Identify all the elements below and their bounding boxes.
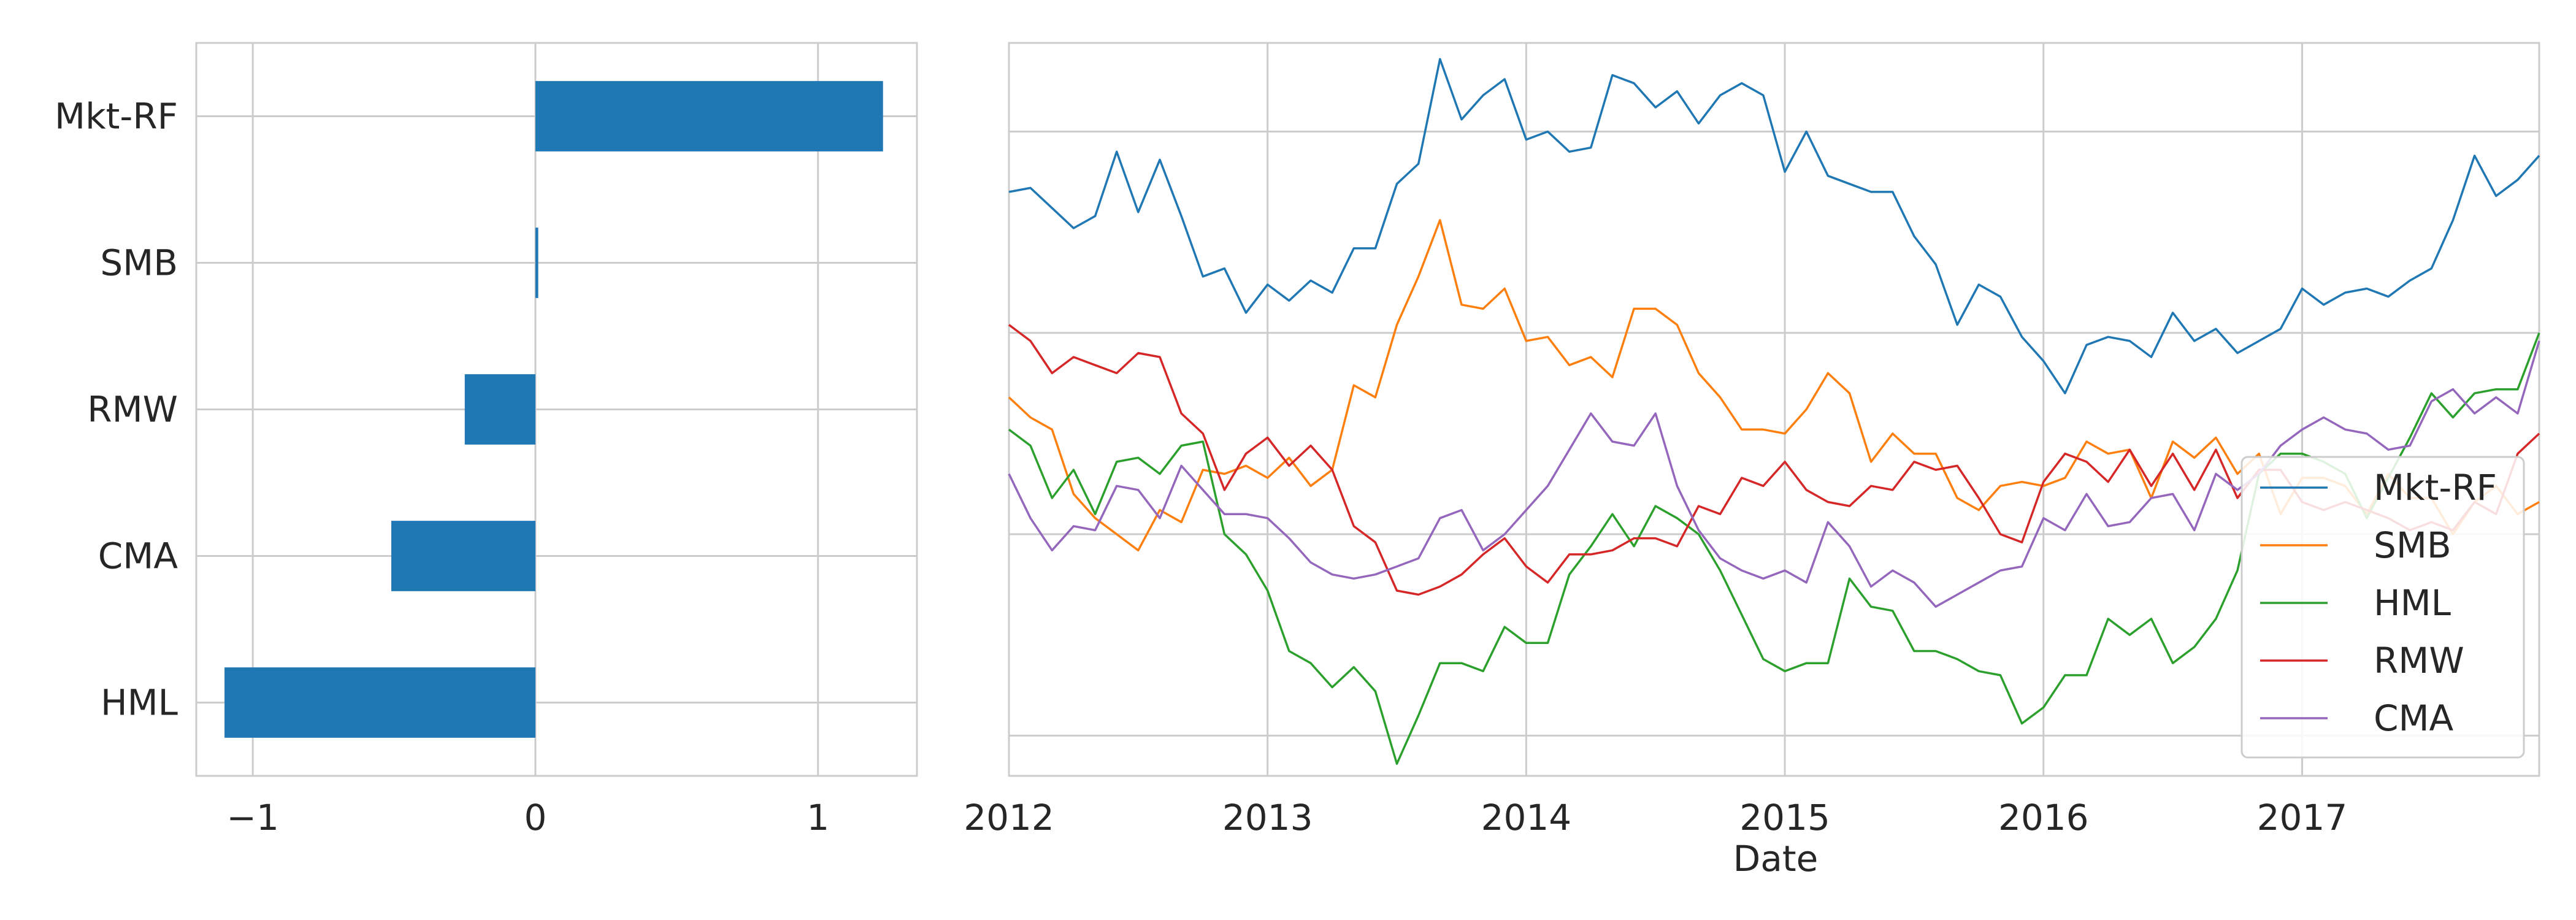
legend-label: Mkt-RF xyxy=(2374,467,2497,508)
line-x-tick-labels: 2012 2013 2014 2015 2016 2017 xyxy=(964,797,2347,838)
bar-category-label: HML xyxy=(101,682,178,724)
bar-x-tick-label: −1 xyxy=(226,797,279,838)
bar-category-labels: Mkt-RF SMB RMW CMA HML xyxy=(55,96,178,724)
legend-label: RMW xyxy=(2374,640,2464,681)
bar-rmw xyxy=(464,374,535,445)
legend-label: SMB xyxy=(2374,524,2451,566)
line-x-tick-label: 2013 xyxy=(1222,797,1313,838)
series-line-hml xyxy=(1008,332,2540,765)
bar-x-tick-labels: −1 0 1 xyxy=(226,797,829,838)
series-line-mkt-rf xyxy=(1008,58,2540,394)
legend-label: CMA xyxy=(2374,697,2454,739)
line-x-tick-label: 2012 xyxy=(964,797,1054,838)
bar-x-tick-label: 1 xyxy=(807,797,829,838)
bar-x-tick-label: 0 xyxy=(524,797,546,838)
bar-smb xyxy=(535,228,539,298)
legend-label: HML xyxy=(2374,582,2451,624)
series-line-cma xyxy=(1008,340,2540,608)
factor-bar-chart: Mkt-RF SMB RMW CMA HML −1 0 1 xyxy=(55,42,918,838)
bar-category-label: CMA xyxy=(98,535,178,577)
bar-category-label: RMW xyxy=(87,389,178,431)
bar-hml xyxy=(224,667,535,738)
legend-box xyxy=(2241,456,2525,759)
line-x-tick-label: 2016 xyxy=(1998,797,2089,838)
line-x-tick-label: 2014 xyxy=(1481,797,1572,838)
bar-category-label: Mkt-RF xyxy=(55,96,178,137)
bar-category-label: SMB xyxy=(100,242,178,284)
line-x-tick-label: 2015 xyxy=(1739,797,1830,838)
legend: Mkt-RF SMB HML RMW CMA xyxy=(2241,456,2525,759)
bar-mkt-rf xyxy=(535,81,883,151)
line-x-axis-label: Date xyxy=(1733,838,1819,880)
bars xyxy=(224,81,883,738)
bar-cma xyxy=(391,521,535,591)
factor-line-chart: 2012 2013 2014 2015 2016 2017 Date Mkt-RF SMB H… xyxy=(964,42,2540,880)
line-x-tick-label: 2017 xyxy=(2257,797,2348,838)
